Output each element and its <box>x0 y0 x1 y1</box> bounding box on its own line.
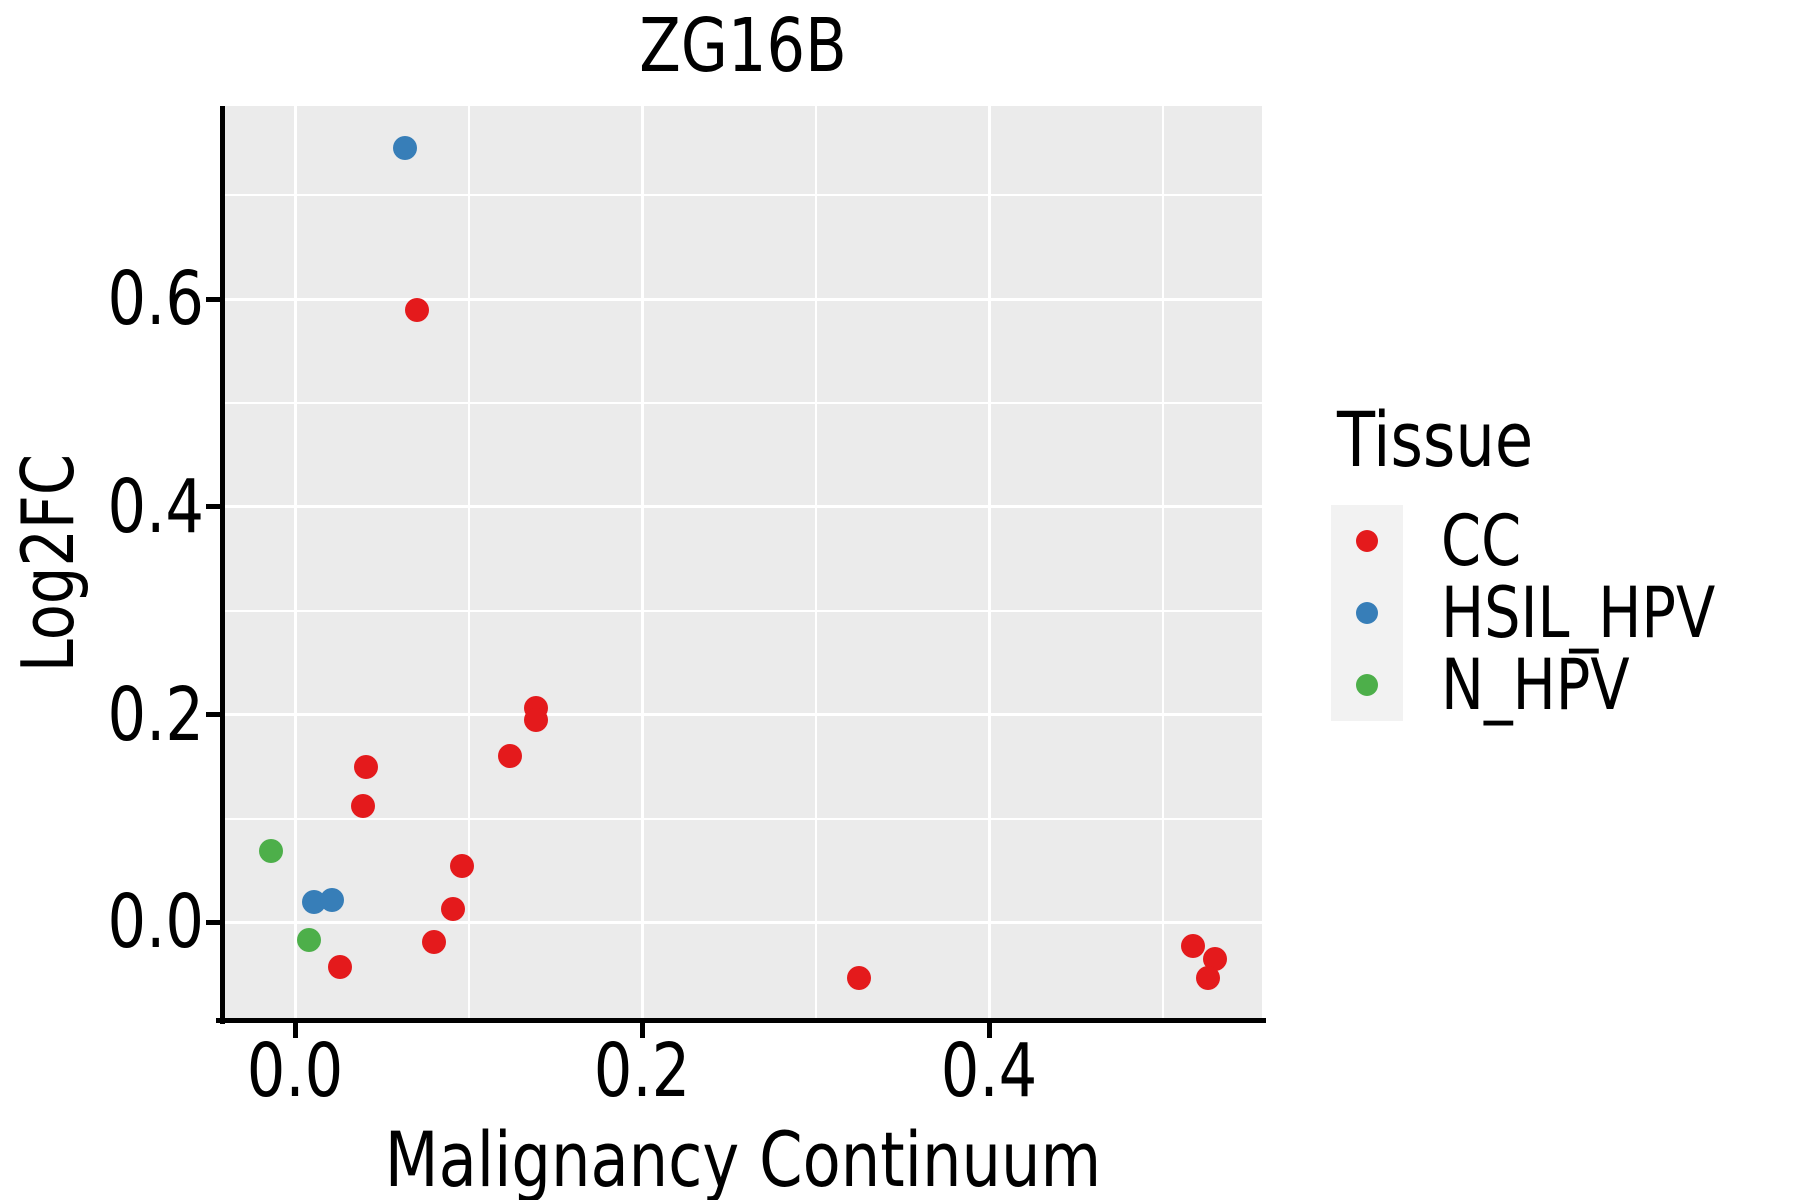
legend-item-HSIL_HPV: HSIL_HPV <box>1331 577 1775 649</box>
y-axis-label: Log2FC <box>6 453 90 673</box>
data-point-CC <box>328 955 353 980</box>
x-tick-label: 0.0 <box>246 1028 344 1114</box>
data-point-CC <box>422 930 447 955</box>
data-point-CC <box>350 794 375 819</box>
legend-item-label: HSIL_HPV <box>1441 572 1716 654</box>
x-axis-label: Malignancy Continuum <box>384 1115 1102 1200</box>
x-tick <box>292 1023 298 1038</box>
x-gridline-major <box>987 106 991 1020</box>
legend-dot-N_HPV <box>1356 674 1378 696</box>
legend-dot-HSIL_HPV <box>1356 602 1378 624</box>
data-point-CC <box>404 297 429 322</box>
y-tick <box>206 712 221 718</box>
legend-item-N_HPV: N_HPV <box>1331 649 1775 721</box>
y-gridline-minor <box>224 609 1262 612</box>
x-gridline-minor <box>814 106 817 1020</box>
legend-dot-CC <box>1356 530 1378 552</box>
x-axis-line <box>216 1018 1266 1023</box>
y-gridline-minor <box>224 817 1262 820</box>
legend-title: Tissue <box>1337 395 1534 484</box>
y-tick-label: 0.2 <box>107 671 204 758</box>
y-tick <box>206 919 221 925</box>
y-gridline-major <box>224 920 1262 924</box>
legend-item-label: CC <box>1441 500 1522 582</box>
legend-item-label: N_HPV <box>1441 644 1630 726</box>
y-tick <box>206 296 221 302</box>
data-point-CC <box>847 966 872 991</box>
y-gridline-major <box>224 505 1262 509</box>
y-tick-label: 0.0 <box>107 879 204 966</box>
legend: Tissue CC HSIL_HPV N_HPV <box>1331 400 1775 721</box>
x-tick <box>639 1023 645 1038</box>
chart-title: ZG16B <box>639 3 847 89</box>
data-point-CC <box>498 744 523 769</box>
legend-key-box <box>1331 649 1403 721</box>
data-point-CC <box>1196 966 1221 991</box>
x-tick-label: 0.4 <box>941 1028 1038 1114</box>
y-gridline-minor <box>224 194 1262 197</box>
legend-key-box <box>1331 577 1403 649</box>
plot-panel <box>224 106 1262 1020</box>
y-gridline-minor <box>224 402 1262 405</box>
y-tick-label: 0.6 <box>107 256 204 343</box>
x-tick-label: 0.2 <box>594 1028 691 1114</box>
data-point-CC <box>441 896 466 921</box>
x-gridline-minor <box>467 106 470 1020</box>
y-tick-label: 0.4 <box>107 463 204 550</box>
x-gridline-minor <box>1162 106 1165 1020</box>
data-point-N_HPV <box>258 838 283 863</box>
y-gridline-major <box>224 297 1262 301</box>
y-gridline-major <box>224 713 1262 717</box>
x-gridline-major <box>640 106 644 1020</box>
y-tick <box>206 504 221 510</box>
data-point-HSIL_HPV <box>392 135 417 160</box>
y-axis-label-wrap: Log2FC <box>0 454 248 672</box>
y-axis-line <box>220 106 225 1024</box>
data-point-CC <box>524 707 549 732</box>
legend-item-CC: CC <box>1331 505 1775 577</box>
x-gridline-major <box>293 106 297 1020</box>
legend-rows: CC HSIL_HPV N_HPV <box>1331 505 1775 721</box>
data-point-CC <box>449 854 474 879</box>
data-point-CC <box>354 754 379 779</box>
data-point-CC <box>1180 934 1205 959</box>
legend-key-box <box>1331 505 1403 577</box>
data-point-HSIL_HPV <box>319 887 344 912</box>
x-tick <box>986 1023 992 1038</box>
data-point-N_HPV <box>297 928 322 953</box>
